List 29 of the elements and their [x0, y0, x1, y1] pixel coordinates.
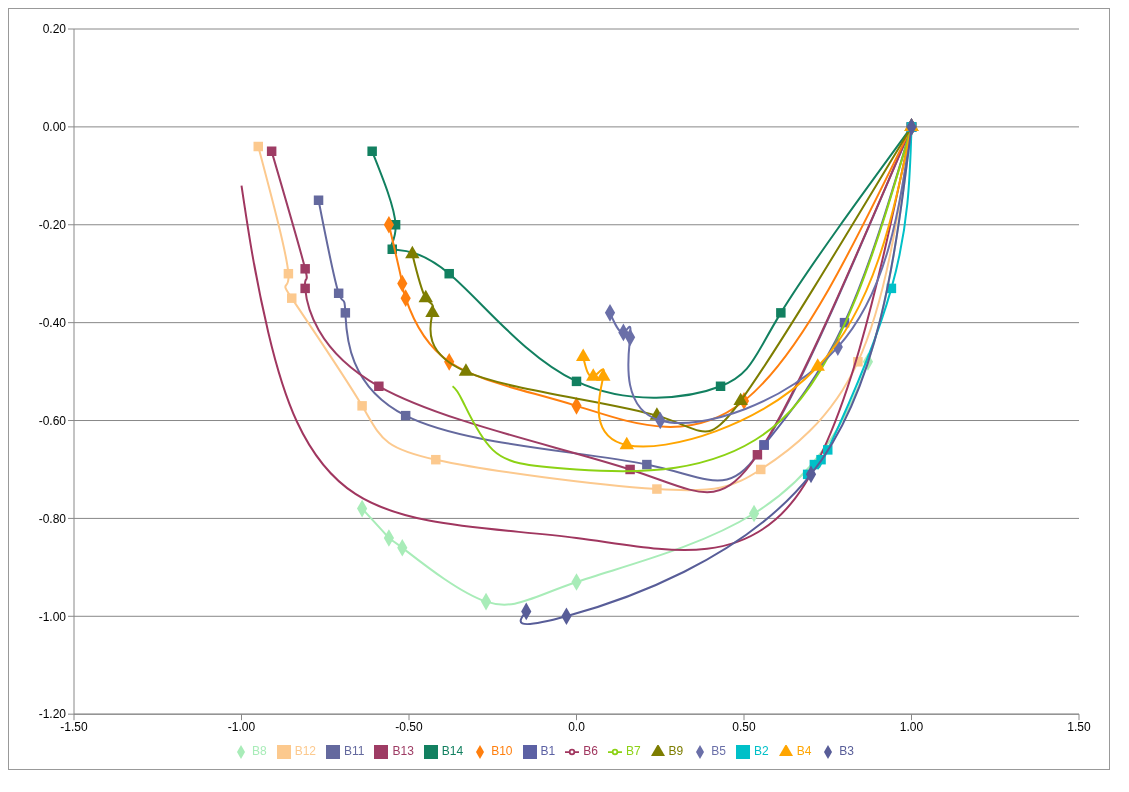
- y-tick-label: -0.80: [38, 511, 67, 526]
- y-tick-label: -1.00: [38, 609, 67, 624]
- legend-label: B9: [668, 744, 684, 759]
- x-tick-label: 1.50: [1067, 719, 1091, 734]
- x-tick-label: -1.00: [227, 719, 256, 734]
- legend-label: B3: [839, 744, 855, 759]
- legend-label: B7: [625, 744, 641, 759]
- legend-label: B2: [753, 744, 769, 759]
- legend-label: B6: [583, 744, 598, 759]
- y-tick-label: 0.20: [42, 22, 67, 37]
- legend-label: B12: [294, 744, 316, 759]
- legend-label: B11: [344, 744, 365, 759]
- x-tick-label: -0.50: [395, 719, 423, 734]
- legend-label: B10: [491, 744, 513, 759]
- legend-label: B13: [392, 744, 414, 759]
- x-tick-label: 0.0: [568, 719, 586, 734]
- legend-label: B1: [540, 744, 556, 759]
- y-tick-label: -0.40: [38, 315, 67, 330]
- y-tick-label: -1.20: [38, 707, 67, 722]
- legend-label: B14: [441, 744, 464, 759]
- y-tick-label: -0.60: [38, 413, 67, 428]
- x-tick-label: 1.00: [899, 719, 924, 734]
- x-tick-label: -1.50: [60, 719, 88, 734]
- legend-label: B8: [251, 744, 267, 759]
- y-tick-label: -0.20: [38, 218, 67, 233]
- legend-label: B5: [711, 744, 726, 759]
- legend-label: B4: [796, 744, 812, 759]
- y-tick-label: 0.00: [42, 120, 67, 135]
- x-tick-label: 0.50: [732, 719, 756, 734]
